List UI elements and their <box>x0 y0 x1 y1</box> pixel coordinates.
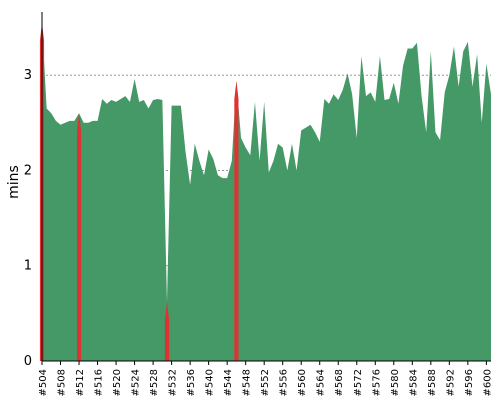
y-tick-label-2: 2 <box>24 163 32 178</box>
x-tick-label-564: #564 <box>316 369 327 396</box>
x-tick-label-524: #524 <box>131 369 142 396</box>
y-axis-label: mins <box>6 165 22 199</box>
y-tick-label-1: 1 <box>24 259 32 274</box>
x-tick-label-528: #528 <box>149 369 160 396</box>
x-tick-label-552: #552 <box>260 369 271 396</box>
x-tick-label-568: #568 <box>334 369 345 396</box>
x-tick-label-508: #508 <box>57 369 68 396</box>
x-tick-label-532: #532 <box>168 369 179 396</box>
x-tick-label-504: #504 <box>38 369 49 396</box>
x-tick-label-600: #600 <box>482 369 493 396</box>
x-tick-label-536: #536 <box>186 369 197 396</box>
area-series <box>42 22 491 361</box>
axis-layer: 0 1 2 3 #504 #508 #512 #516 #520 #524 #528 #532 #536… <box>24 12 493 396</box>
y-tick-label-0: 0 <box>24 354 32 369</box>
x-tick-label-512: #512 <box>75 369 86 396</box>
x-tick-label-548: #548 <box>242 369 253 396</box>
x-tick-label-520: #520 <box>112 369 123 396</box>
x-tick-label-584: #584 <box>408 369 419 396</box>
highlight-bar-512 <box>76 113 82 362</box>
highlight-bar-546 <box>234 80 239 361</box>
x-tick-label-596: #596 <box>464 369 475 396</box>
x-tick-label-588: #588 <box>427 369 438 396</box>
y-tick-label-3: 3 <box>24 68 32 83</box>
area-layer <box>42 22 491 361</box>
x-tick-label-556: #556 <box>279 369 290 396</box>
x-tick-label-580: #580 <box>390 369 401 396</box>
x-tick-label-592: #592 <box>445 369 456 396</box>
x-tick-label-576: #576 <box>371 369 382 396</box>
x-tick-label-540: #540 <box>205 369 216 396</box>
x-tick-label-560: #560 <box>297 369 308 396</box>
x-tick-label-544: #544 <box>223 369 234 396</box>
highlight-bar-531 <box>164 301 170 361</box>
x-tick-label-572: #572 <box>353 369 364 396</box>
x-tick-label-516: #516 <box>94 369 105 396</box>
